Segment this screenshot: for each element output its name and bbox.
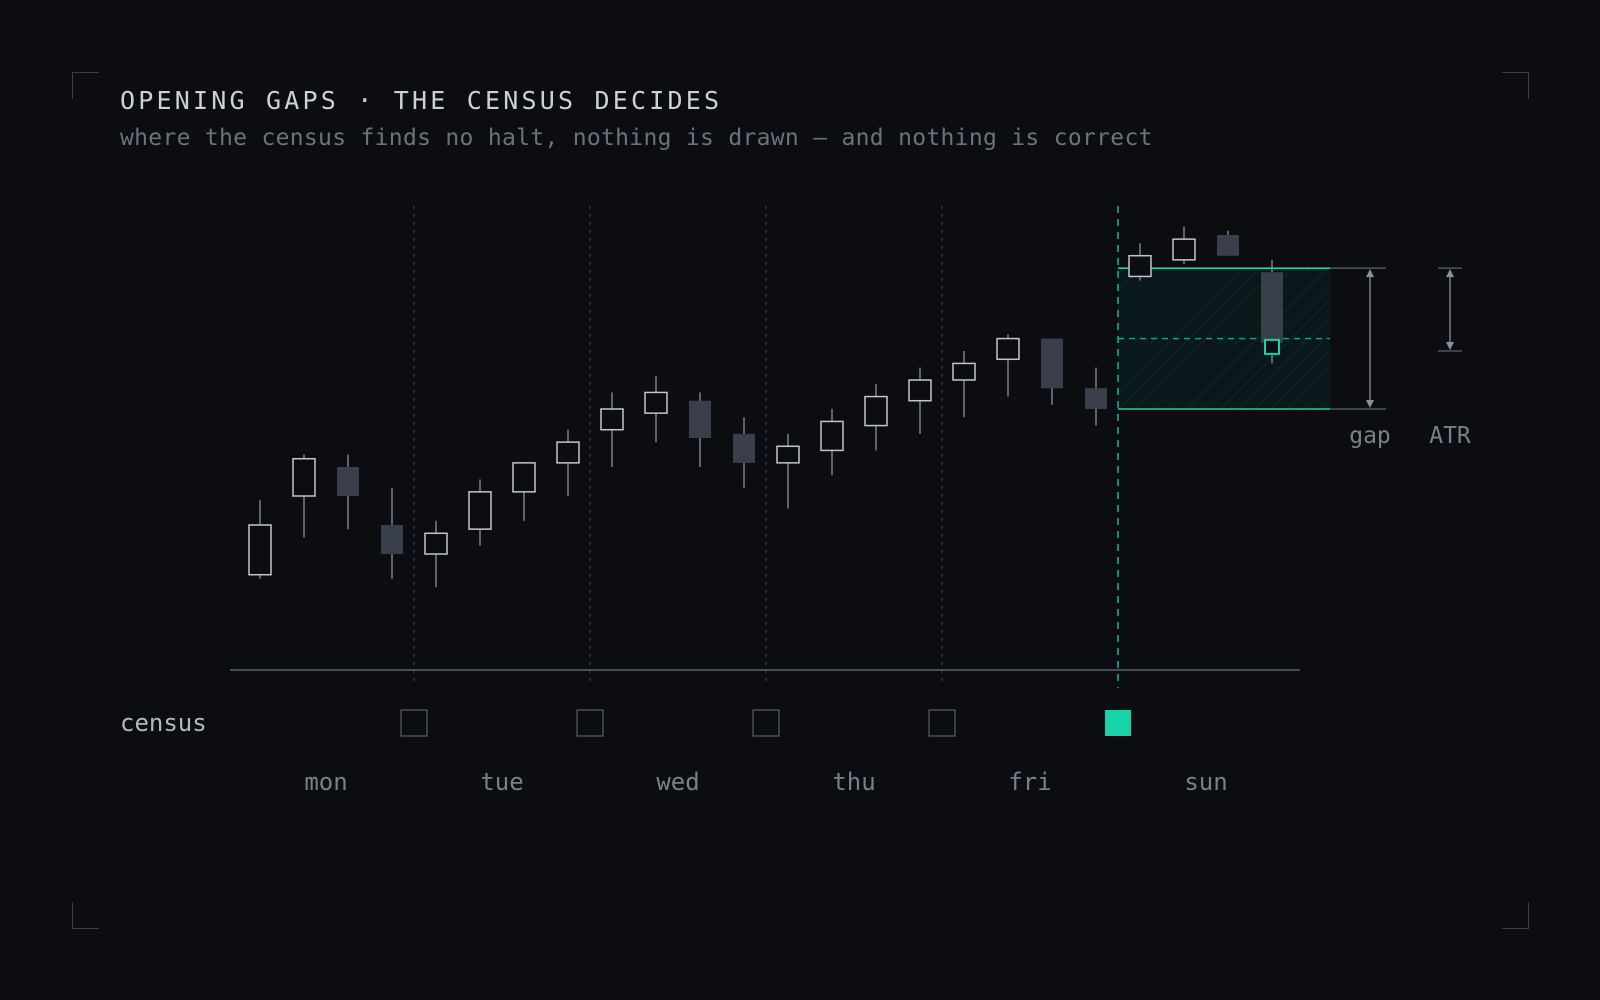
frame-corner-bottom-left: [72, 902, 99, 929]
atr-label: ATR: [1429, 423, 1471, 449]
candle-body: [1217, 235, 1239, 256]
candle-bull: [908, 367, 932, 434]
candle-bull: [1128, 243, 1152, 281]
candle-bear: [1041, 338, 1063, 405]
session-label-tue: tue: [480, 768, 523, 796]
census-cell-hit: [1105, 710, 1131, 736]
candle-body: [908, 379, 932, 402]
candle-bull: [776, 433, 800, 509]
candle-body: [864, 395, 888, 427]
candle-body: [468, 491, 492, 530]
atr-arrow-down: [1446, 342, 1454, 350]
gap-label: gap: [1349, 423, 1391, 449]
census-cell-empty: [752, 709, 780, 737]
candle-body: [512, 462, 536, 493]
atr-arrow-up: [1446, 269, 1454, 278]
candle-bear: [381, 487, 403, 579]
gap-arrow-up: [1366, 269, 1374, 278]
frame-corner-bottom-right: [1502, 902, 1529, 929]
candle-body: [733, 433, 755, 463]
session-label-thu: thu: [832, 768, 875, 796]
census-cell-empty: [928, 709, 956, 737]
candle-body: [820, 420, 844, 452]
session-label-fri: fri: [1008, 768, 1051, 796]
candle-body: [248, 524, 272, 576]
candle-bear: [733, 417, 755, 488]
frame-corner-top-right: [1502, 72, 1529, 99]
candle-bull: [644, 375, 668, 443]
chart-title: OPENING GAPS · THE CENSUS DECIDES: [120, 86, 723, 115]
frame-corner-top-left: [72, 72, 99, 99]
candle-bull: [248, 500, 272, 579]
census-cell-empty: [576, 709, 604, 737]
candle-body: [644, 391, 668, 414]
candle-body: [556, 441, 580, 464]
candle-body: [1041, 338, 1063, 389]
candle-body: [1261, 272, 1283, 343]
candle-body: [776, 445, 800, 464]
candle-body: [1128, 254, 1152, 278]
gap-fill-marker: [1264, 338, 1280, 355]
candle-bull: [600, 392, 624, 467]
candle-bear: [1085, 367, 1107, 426]
session-label-wed: wed: [656, 768, 699, 796]
candle-bull: [424, 520, 448, 588]
candle-bull: [1172, 226, 1196, 264]
candle-body: [689, 400, 711, 438]
candle-bear: [689, 392, 711, 467]
census-cell-empty: [400, 709, 428, 737]
candle-bull: [468, 479, 492, 546]
chart-subtitle: where the census finds no halt, nothing …: [120, 125, 1153, 151]
session-label-sun: sun: [1184, 768, 1227, 796]
gap-arrow-down: [1366, 400, 1374, 408]
candle-bear: [337, 454, 359, 530]
candle-body: [952, 362, 976, 381]
candle-bull: [996, 334, 1020, 397]
candle-body: [337, 467, 359, 496]
candle-body: [600, 408, 624, 431]
candle-body: [996, 337, 1020, 361]
candle-bull: [952, 351, 976, 418]
candle-body: [1085, 388, 1107, 409]
candle-bull: [292, 454, 316, 538]
session-label-mon: mon: [304, 768, 347, 796]
candle-bear: [1217, 230, 1239, 256]
candle-body: [381, 525, 403, 554]
candle-body: [1172, 238, 1196, 261]
census-row-label: census: [120, 709, 207, 737]
candle-bull: [556, 429, 580, 496]
candle-bull: [512, 462, 536, 521]
candle-body: [424, 532, 448, 555]
candle-bull: [864, 384, 888, 451]
candle-bull: [820, 409, 844, 476]
candle-body: [292, 457, 316, 497]
